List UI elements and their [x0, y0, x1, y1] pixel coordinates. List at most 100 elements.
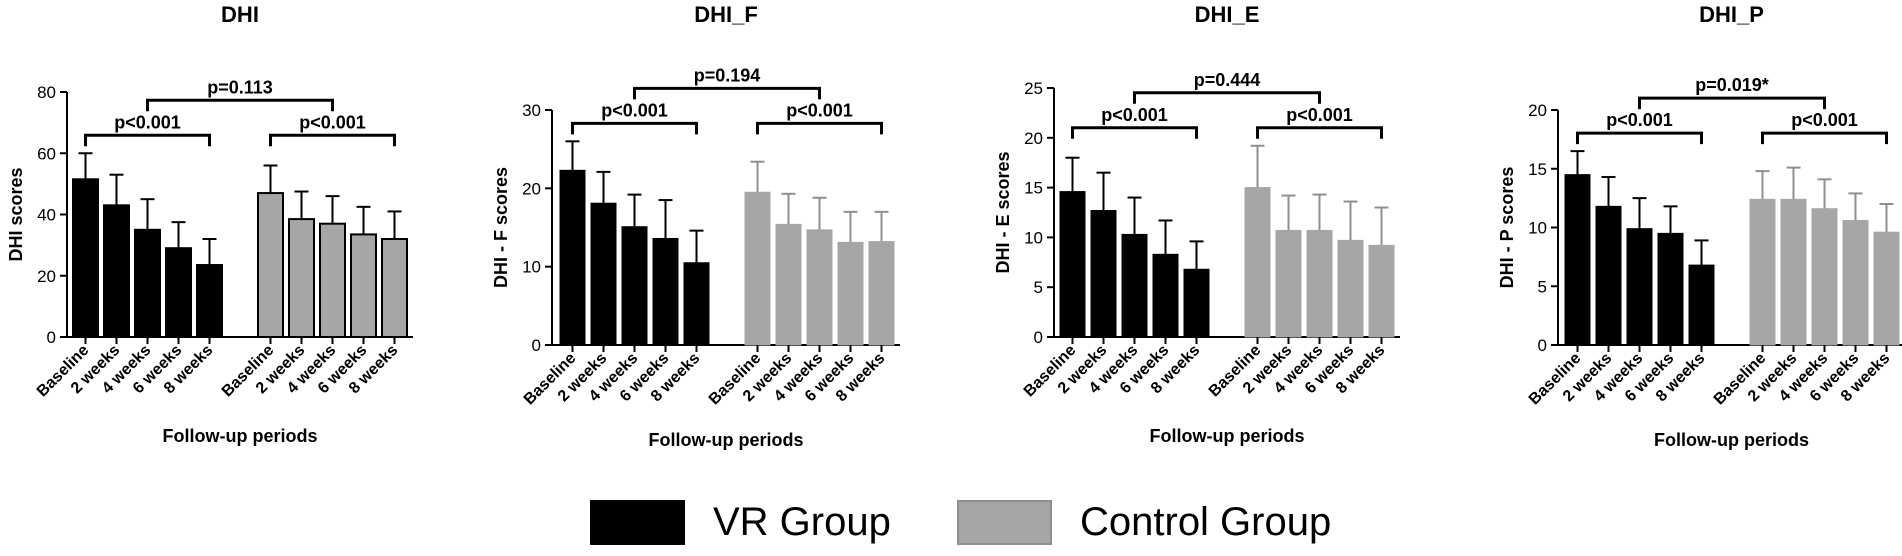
y-tick-label: 0 — [532, 336, 541, 355]
y-tick-label: 5 — [1034, 278, 1043, 297]
y-axis-label: DHI scores — [6, 167, 26, 261]
p-value-label: p<0.001 — [601, 100, 668, 120]
significance-bracket-between — [1638, 96, 1826, 110]
x-axis-label: Follow-up periods — [1654, 430, 1809, 450]
bar-control — [319, 222, 346, 338]
significance-bracket — [571, 121, 698, 135]
bar-vr — [103, 204, 130, 338]
y-tick-label: 40 — [37, 206, 56, 225]
significance-bracket — [1576, 131, 1703, 145]
chart-title: DHI — [221, 2, 259, 27]
p-value-label-between: p=0.019* — [1695, 75, 1769, 95]
y-axis-label: DHI - P scores — [1497, 167, 1517, 289]
significance-bracket-between — [633, 86, 821, 100]
p-value-label: p<0.001 — [1286, 105, 1353, 125]
p-value-label: p<0.001 — [1606, 110, 1673, 130]
bar-vr — [1121, 233, 1148, 338]
significance-bracket — [756, 121, 883, 135]
p-value-label-between: p=0.444 — [1194, 70, 1261, 90]
significance-bracket — [269, 133, 396, 147]
bar-vr — [134, 228, 161, 338]
bar-control — [257, 192, 284, 338]
bar-control — [837, 241, 864, 346]
y-tick-label: 10 — [1528, 219, 1547, 238]
legend-label-vr: VR Group — [713, 500, 891, 544]
bar-control — [868, 241, 895, 346]
p-value-label-between: p=0.113 — [207, 77, 273, 97]
bar-vr — [590, 202, 617, 346]
significance-bracket-between — [1133, 91, 1321, 104]
bar-vr — [652, 237, 679, 346]
bar-control — [288, 218, 315, 338]
bar-control — [1842, 219, 1869, 346]
significance-bracket — [84, 133, 211, 147]
p-value-label: p<0.001 — [299, 112, 366, 132]
significance-bracket — [1071, 126, 1198, 139]
bar-control — [775, 223, 802, 346]
bar-control — [381, 238, 408, 338]
p-value-label: p<0.001 — [786, 100, 853, 120]
bar-control — [1811, 208, 1838, 346]
significance-bracket — [1761, 131, 1888, 145]
y-tick-label: 20 — [1528, 101, 1547, 120]
bar-vr — [165, 247, 192, 338]
bar-control — [1244, 187, 1271, 338]
y-tick-label: 10 — [1024, 228, 1043, 247]
bar-vr — [683, 262, 710, 346]
y-tick-label: 30 — [522, 101, 541, 120]
significance-bracket-between — [146, 98, 334, 112]
p-value-label: p<0.001 — [114, 112, 181, 132]
bar-vr — [1688, 264, 1715, 346]
y-axis-label: DHI - F scores — [491, 167, 511, 288]
bar-control — [1873, 231, 1900, 346]
bar-vr — [1626, 228, 1653, 346]
bar-control — [806, 229, 833, 346]
bar-vr — [196, 264, 223, 338]
p-value-label-between: p=0.194 — [694, 65, 761, 85]
bar-control — [1306, 229, 1333, 338]
y-tick-label: 10 — [522, 258, 541, 277]
y-tick-label: 5 — [1538, 277, 1547, 296]
bar-vr — [559, 169, 586, 346]
y-tick-label: 20 — [1024, 129, 1043, 148]
bar-control — [1780, 198, 1807, 346]
bar-control — [1337, 239, 1364, 338]
bar-vr — [72, 178, 99, 338]
y-axis-label: DHI - E scores — [993, 151, 1013, 273]
bar-vr — [621, 226, 648, 346]
bar-vr — [1183, 268, 1210, 338]
legend-swatch-control — [957, 500, 1052, 545]
legend-swatch-vr — [590, 500, 685, 545]
y-tick-label: 20 — [522, 179, 541, 198]
bar-vr — [1564, 174, 1591, 346]
y-tick-label: 15 — [1528, 160, 1547, 179]
y-tick-label: 0 — [47, 328, 56, 347]
bar-control — [350, 233, 377, 338]
y-tick-label: 20 — [37, 267, 56, 286]
legend-item-control: Control Group — [957, 500, 1331, 545]
bar-vr — [1152, 253, 1179, 338]
x-axis-label: Follow-up periods — [649, 430, 804, 450]
x-axis-label: Follow-up periods — [163, 426, 318, 446]
bar-vr — [1059, 191, 1086, 338]
y-tick-label: 80 — [37, 83, 56, 102]
bar-control — [1749, 198, 1776, 346]
p-value-label: p<0.001 — [1101, 105, 1168, 125]
chart-title: DHI_E — [1195, 2, 1260, 27]
chart-title: DHI_P — [1699, 2, 1764, 27]
legend-item-vr: VR Group — [590, 500, 891, 545]
p-value-label: p<0.001 — [1791, 110, 1858, 130]
bar-vr — [1595, 205, 1622, 346]
bar-vr — [1090, 210, 1117, 338]
chart-title: DHI_F — [694, 2, 758, 27]
y-tick-label: 60 — [37, 144, 56, 163]
y-tick-label: 0 — [1538, 336, 1547, 355]
bar-control — [1275, 229, 1302, 338]
bar-control — [1368, 244, 1395, 338]
bar-vr — [1657, 232, 1684, 346]
